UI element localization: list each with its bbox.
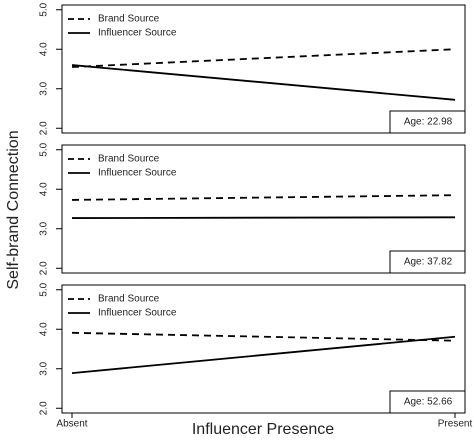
legend-label: Brand Source (98, 14, 160, 25)
y-tick-label: 2.0 (39, 121, 50, 135)
y-tick-label: 3.0 (39, 221, 50, 235)
annotation-box (389, 110, 466, 134)
legend-label: Influencer Source (98, 308, 177, 319)
annotation-box (389, 390, 466, 414)
annotation: Age: 22.98 (404, 117, 453, 128)
x-tick-label: Present (438, 419, 473, 430)
legend-label: Influencer Source (98, 168, 177, 179)
x-tick-label: Absent (56, 419, 87, 430)
series-line (71, 48, 456, 68)
legend-label: Brand Source (98, 154, 160, 165)
y-tick-label: 4.0 (39, 322, 50, 336)
series-line (71, 335, 456, 374)
y-tick-label: 5.0 (39, 2, 50, 16)
series-line (71, 331, 456, 342)
y-axis-label: Self-brand Connection (5, 130, 22, 289)
legend-label: Influencer Source (98, 28, 177, 39)
y-tick-label: 2.0 (39, 401, 50, 415)
series-line (71, 194, 456, 201)
panel-frame (61, 4, 466, 134)
series-line (71, 64, 456, 101)
series-line (71, 216, 456, 219)
y-tick-label: 5.0 (39, 142, 50, 156)
legend-label: Brand Source (98, 294, 160, 305)
x-axis-label: Influencer Presence (192, 421, 334, 438)
y-tick-label: 3.0 (39, 81, 50, 95)
y-tick-label: 2.0 (39, 261, 50, 275)
annotation: Age: 52.66 (404, 397, 453, 408)
panel-frame (61, 284, 466, 414)
annotation-box (389, 250, 466, 274)
annotation: Age: 37.82 (404, 257, 453, 268)
y-tick-label: 4.0 (39, 42, 50, 56)
y-tick-label: 5.0 (39, 282, 50, 296)
y-tick-label: 4.0 (39, 182, 50, 196)
panel-frame (61, 144, 466, 274)
y-tick-label: 3.0 (39, 361, 50, 375)
